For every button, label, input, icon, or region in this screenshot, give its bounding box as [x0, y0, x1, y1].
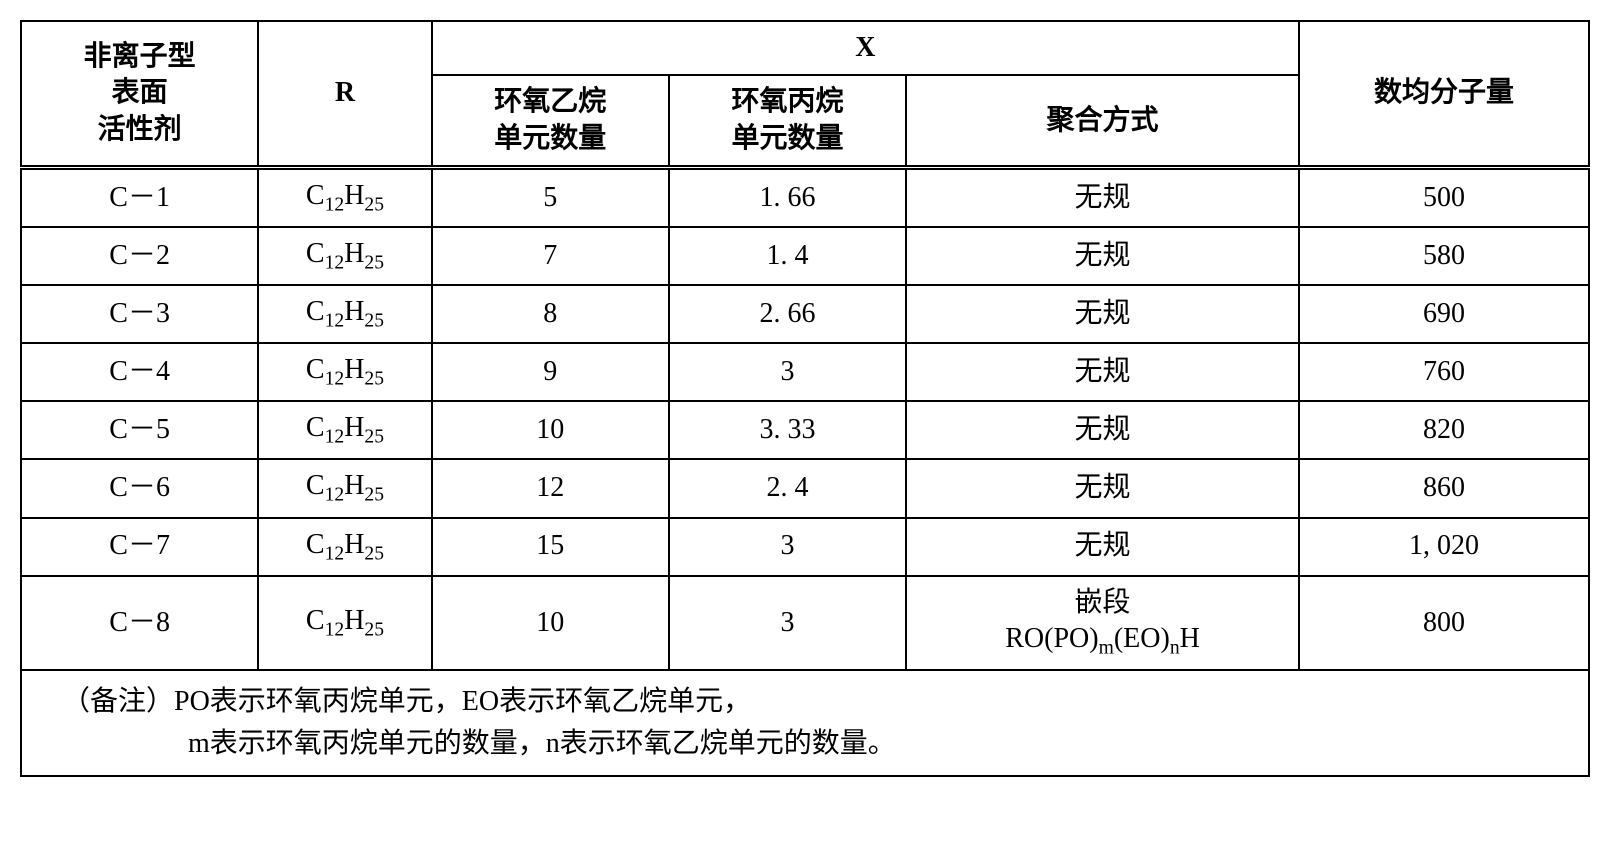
- header-surfactant: 非离子型表面活性剂: [21, 21, 258, 168]
- cell-po: 3: [669, 343, 906, 401]
- cell-po: 3: [669, 518, 906, 576]
- table-row: C－5C12H25103. 33无规820: [21, 401, 1589, 459]
- cell-mw: 800: [1299, 576, 1589, 670]
- cell-id: C－3: [21, 285, 258, 343]
- cell-r: C12H25: [258, 401, 431, 459]
- cell-mw: 760: [1299, 343, 1589, 401]
- cell-eo: 12: [432, 459, 669, 517]
- table-row: C－3C12H2582. 66无规690: [21, 285, 1589, 343]
- cell-id: C－7: [21, 518, 258, 576]
- table-row: C－7C12H25153无规1, 020: [21, 518, 1589, 576]
- cell-po: 1. 66: [669, 168, 906, 228]
- table-row: C－4C12H2593无规760: [21, 343, 1589, 401]
- cell-po: 3: [669, 576, 906, 670]
- cell-eo: 10: [432, 576, 669, 670]
- table-row: C－2C12H2571. 4无规580: [21, 227, 1589, 285]
- cell-mode: 嵌段RO(PO)m(EO)nH: [906, 576, 1299, 670]
- cell-po: 2. 4: [669, 459, 906, 517]
- cell-eo: 10: [432, 401, 669, 459]
- cell-po: 2. 66: [669, 285, 906, 343]
- cell-mw: 580: [1299, 227, 1589, 285]
- cell-eo: 7: [432, 227, 669, 285]
- surfactant-table: 非离子型表面活性剂 R X 数均分子量 环氧乙烷单元数量 环氧丙烷单元数量 聚合…: [20, 20, 1590, 777]
- cell-mode: 无规: [906, 227, 1299, 285]
- cell-r: C12H25: [258, 459, 431, 517]
- cell-r: C12H25: [258, 518, 431, 576]
- table-row: C－6C12H25122. 4无规860: [21, 459, 1589, 517]
- header-x-group: X: [432, 21, 1299, 75]
- cell-r: C12H25: [258, 227, 431, 285]
- cell-eo: 8: [432, 285, 669, 343]
- header-eo: 环氧乙烷单元数量: [432, 75, 669, 167]
- cell-mode: 无规: [906, 285, 1299, 343]
- cell-mode: 无规: [906, 518, 1299, 576]
- header-mode: 聚合方式: [906, 75, 1299, 167]
- footnote-line2: m表示环氧丙烷单元的数量，n表示环氧乙烷单元的数量。: [62, 723, 896, 765]
- cell-id: C－4: [21, 343, 258, 401]
- cell-po: 1. 4: [669, 227, 906, 285]
- cell-id: C－6: [21, 459, 258, 517]
- table-body: C－1C12H2551. 66无规500C－2C12H2571. 4无规580C…: [21, 168, 1589, 670]
- cell-mw: 690: [1299, 285, 1589, 343]
- cell-mw: 860: [1299, 459, 1589, 517]
- cell-id: C－1: [21, 168, 258, 228]
- table-row: C－8C12H25103嵌段RO(PO)m(EO)nH800: [21, 576, 1589, 670]
- cell-eo: 5: [432, 168, 669, 228]
- cell-eo: 9: [432, 343, 669, 401]
- cell-eo: 15: [432, 518, 669, 576]
- cell-mode: 无规: [906, 401, 1299, 459]
- cell-mode: 无规: [906, 459, 1299, 517]
- cell-r: C12H25: [258, 343, 431, 401]
- table-row: C－1C12H2551. 66无规500: [21, 168, 1589, 228]
- cell-r: C12H25: [258, 576, 431, 670]
- cell-r: C12H25: [258, 168, 431, 228]
- cell-mode: 无规: [906, 168, 1299, 228]
- footnote-cell: （备注）PO表示环氧丙烷单元，EO表示环氧乙烷单元， m表示环氧丙烷单元的数量，…: [21, 670, 1589, 776]
- cell-mw: 820: [1299, 401, 1589, 459]
- cell-po: 3. 33: [669, 401, 906, 459]
- footnote-line1: PO表示环氧丙烷单元，EO表示环氧乙烷单元，: [174, 686, 751, 717]
- header-mw: 数均分子量: [1299, 21, 1589, 168]
- cell-r: C12H25: [258, 285, 431, 343]
- header-r: R: [258, 21, 431, 168]
- cell-mw: 500: [1299, 168, 1589, 228]
- cell-id: C－2: [21, 227, 258, 285]
- header-po: 环氧丙烷单元数量: [669, 75, 906, 167]
- cell-mode: 无规: [906, 343, 1299, 401]
- cell-id: C－5: [21, 401, 258, 459]
- cell-id: C－8: [21, 576, 258, 670]
- footnote-prefix: （备注）: [62, 686, 174, 717]
- cell-mw: 1, 020: [1299, 518, 1589, 576]
